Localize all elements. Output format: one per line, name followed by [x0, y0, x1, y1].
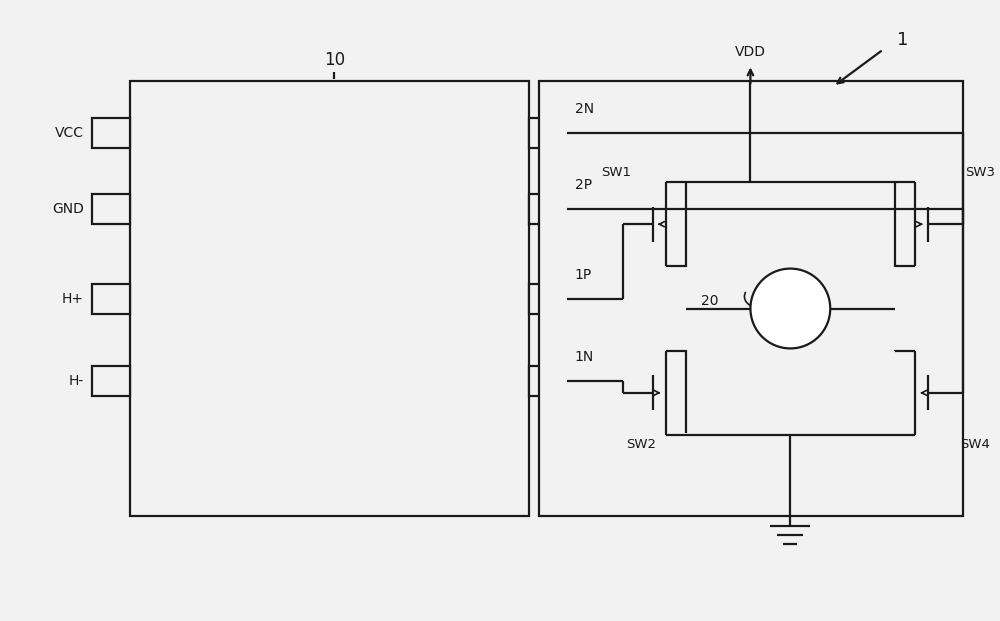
Text: SW1: SW1	[601, 166, 631, 179]
Text: H-: H-	[69, 374, 84, 388]
Bar	[529, 284, 567, 314]
Bar	[529, 119, 567, 148]
Bar	[529, 194, 567, 224]
Text: 1P: 1P	[575, 268, 592, 282]
Bar	[92, 119, 130, 148]
Bar	[529, 366, 567, 396]
Bar	[92, 284, 130, 314]
Bar	[92, 366, 130, 396]
Text: 2N: 2N	[575, 102, 594, 116]
Text: VCC: VCC	[55, 126, 84, 140]
Text: 2P: 2P	[575, 178, 592, 193]
Text: 1N: 1N	[575, 350, 594, 364]
Text: GND: GND	[52, 202, 84, 216]
Text: H+: H+	[62, 292, 84, 306]
Bar	[130, 81, 529, 515]
Text: 20: 20	[701, 294, 718, 307]
Text: SW3: SW3	[965, 166, 995, 179]
Bar	[539, 81, 963, 515]
Text: VDD: VDD	[735, 45, 766, 58]
Text: 1: 1	[897, 30, 909, 48]
Text: SW2: SW2	[626, 438, 656, 451]
Text: SW4: SW4	[960, 438, 990, 451]
Bar	[92, 194, 130, 224]
Text: M: M	[783, 299, 798, 317]
Circle shape	[750, 269, 830, 348]
Text: 10: 10	[324, 50, 345, 68]
